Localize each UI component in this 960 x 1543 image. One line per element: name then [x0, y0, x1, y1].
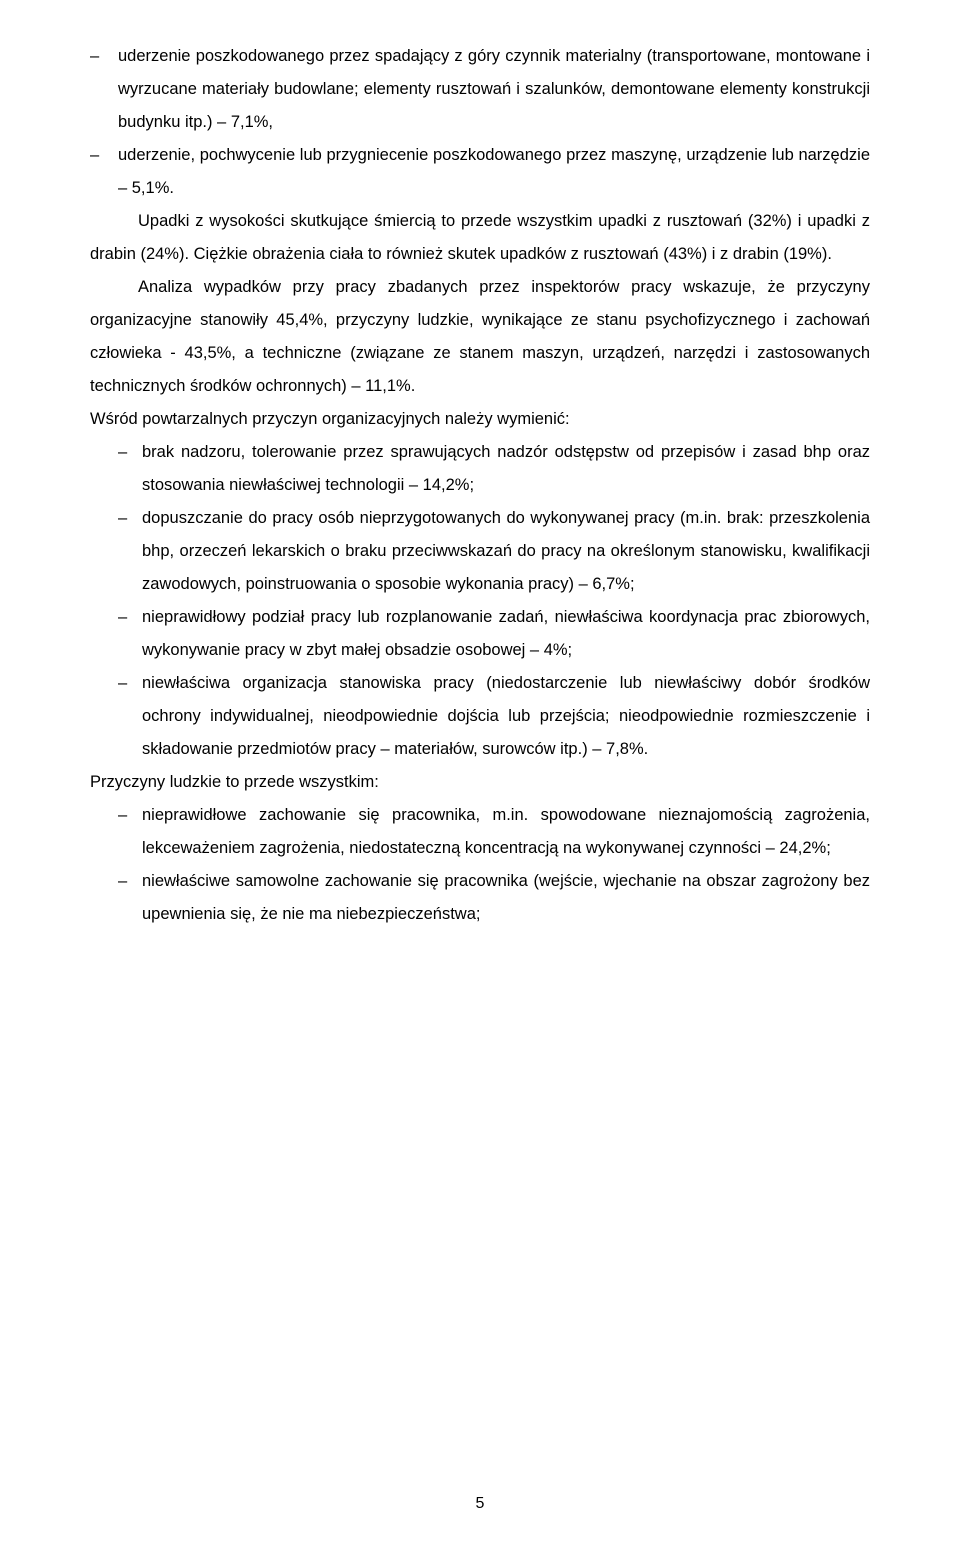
human-causes-intro: Przyczyny ludzkie to przede wszystkim: [90, 766, 870, 799]
list-item: uderzenie poszkodowanego przez spadający… [90, 40, 870, 139]
human-causes-list: nieprawidłowe zachowanie się pracownika,… [90, 799, 870, 931]
list-item: uderzenie, pochwycenie lub przygniecenie… [90, 139, 870, 205]
org-causes-intro: Wśród powtarzalnych przyczyn organizacyj… [90, 403, 870, 436]
list-item: nieprawidłowy podział pracy lub rozplano… [90, 601, 870, 667]
document-body: uderzenie poszkodowanego przez spadający… [90, 40, 870, 931]
org-causes-list: brak nadzoru, tolerowanie przez sprawują… [90, 436, 870, 766]
document-page: uderzenie poszkodowanego przez spadający… [0, 0, 960, 1543]
list-item: nieprawidłowe zachowanie się pracownika,… [90, 799, 870, 865]
paragraph-falls: Upadki z wysokości skutkujące śmiercią t… [90, 205, 870, 271]
list-item: dopuszczanie do pracy osób nieprzygotowa… [90, 502, 870, 601]
top-bullet-list: uderzenie poszkodowanego przez spadający… [90, 40, 870, 205]
list-item: niewłaściwa organizacja stanowiska pracy… [90, 667, 870, 766]
paragraph-analysis: Analiza wypadków przy pracy zbadanych pr… [90, 271, 870, 403]
page-number: 5 [0, 1495, 960, 1513]
list-item: brak nadzoru, tolerowanie przez sprawują… [90, 436, 870, 502]
list-item: niewłaściwe samowolne zachowanie się pra… [90, 865, 870, 931]
